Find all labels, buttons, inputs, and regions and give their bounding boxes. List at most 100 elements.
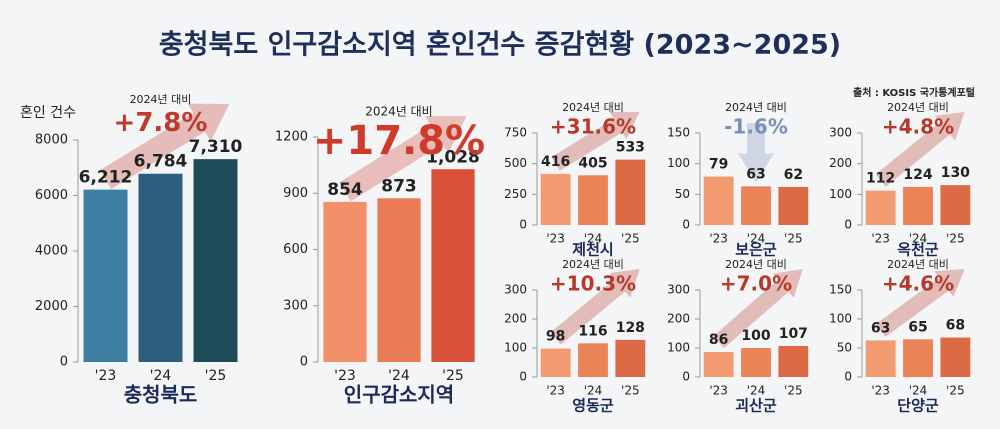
value-label: 86 (709, 332, 728, 348)
bar (431, 169, 475, 362)
value-label: 533 (616, 140, 645, 156)
y-tick-label: 750 (504, 126, 527, 140)
trend-arrow (339, 115, 467, 202)
value-label: 128 (616, 320, 645, 336)
trend-arrow (875, 112, 965, 187)
y-tick-label: 600 (283, 242, 308, 257)
bar (703, 176, 734, 225)
annotation-change: +7.8% (114, 108, 208, 138)
bar (540, 348, 571, 377)
bar (741, 186, 771, 225)
trend-arrow (551, 111, 640, 171)
chart-title: 영동군 (572, 397, 614, 415)
y-tick-label: 8000 (35, 133, 68, 148)
x-tick-label: '23 (709, 384, 728, 398)
annotation-change: +4.6% (882, 272, 954, 296)
y-tick-label: 100 (667, 156, 690, 170)
bar (865, 340, 896, 377)
value-label: 854 (327, 180, 363, 200)
bar (903, 186, 933, 225)
value-label: 98 (546, 329, 565, 345)
y-tick-label: 50 (675, 187, 690, 201)
annotation-note: 2024년 대비 (130, 93, 192, 106)
value-label: 65 (908, 319, 927, 335)
trend-arrow (713, 269, 803, 349)
y-tick-label: 0 (300, 355, 308, 370)
value-label: 7,310 (189, 137, 243, 157)
x-tick-label: '24 (909, 232, 928, 246)
value-label: 416 (541, 154, 570, 170)
bar (741, 348, 771, 377)
annotation-note: 2024년 대비 (887, 258, 949, 271)
y-tick-label: 50 (837, 341, 852, 355)
trend-arrow (99, 103, 230, 190)
trend-arrow (875, 269, 965, 337)
trend-arrow (738, 123, 774, 183)
x-tick-label: '24 (388, 368, 410, 384)
y-axis-label: 혼인 건수 (20, 105, 76, 121)
y-tick-label: 6000 (35, 188, 68, 203)
y-tick-label: 0 (60, 355, 68, 370)
y-tick-label: 100 (504, 341, 527, 355)
bar (377, 198, 421, 362)
value-label: 873 (381, 176, 417, 196)
chart-title: 단양군 (897, 397, 939, 415)
bar (615, 339, 646, 377)
value-label: 116 (578, 323, 607, 339)
x-tick-label: '23 (709, 232, 728, 246)
y-tick-label: 100 (829, 187, 852, 201)
bar (540, 173, 571, 225)
y-tick-label: 100 (829, 312, 852, 326)
chart-title: 옥천군 (897, 241, 939, 259)
annotation-change: +4.8% (882, 115, 954, 139)
x-tick-label: '23 (546, 384, 565, 398)
value-label: 63 (746, 166, 765, 182)
y-tick-label: 0 (682, 218, 690, 232)
x-tick-label: '24 (150, 368, 172, 384)
bar (940, 185, 971, 225)
y-tick-label: 200 (667, 312, 690, 326)
x-tick-label: '24 (584, 384, 603, 398)
value-label: 79 (709, 157, 728, 173)
x-tick-label: '23 (871, 384, 890, 398)
x-tick-label: '25 (442, 368, 464, 384)
value-label: 100 (741, 328, 770, 344)
x-tick-label: '25 (621, 384, 640, 398)
x-tick-label: '25 (205, 368, 227, 384)
chart-title: 인구감소지역 (344, 383, 454, 407)
chart-title: 제천시 (572, 241, 613, 259)
page-title: 충청북도 인구감소지역 혼인건수 증감현황 (2023~2025) (159, 30, 841, 61)
chart-title: 충청북도 (124, 383, 198, 407)
x-tick-label: '23 (95, 368, 117, 384)
x-tick-label: '25 (784, 232, 803, 246)
bar (138, 173, 183, 362)
y-tick-label: 0 (844, 370, 852, 384)
x-tick-label: '24 (909, 384, 928, 398)
y-tick-label: 4000 (35, 244, 68, 259)
y-tick-label: 500 (504, 156, 527, 170)
x-tick-label: '24 (747, 384, 766, 398)
value-label: 112 (866, 171, 895, 187)
annotation-change: +10.3% (550, 272, 636, 296)
annotation-change: +7.0% (720, 272, 792, 296)
bar (703, 352, 734, 377)
x-tick-label: '24 (584, 232, 603, 246)
bar (193, 159, 238, 362)
value-label: 68 (946, 318, 965, 334)
trend-arrow (550, 269, 640, 345)
x-tick-label: '23 (334, 368, 356, 384)
annotation-note: 2024년 대비 (887, 101, 949, 114)
x-tick-label: '25 (946, 384, 965, 398)
y-tick-label: 150 (829, 283, 852, 297)
value-label: 124 (903, 167, 932, 183)
value-label: 130 (941, 165, 970, 181)
y-tick-label: 300 (667, 283, 690, 297)
y-tick-label: 300 (829, 126, 852, 140)
bar (778, 345, 809, 377)
x-tick-label: '25 (621, 232, 640, 246)
y-tick-label: 900 (283, 186, 308, 201)
chart-title: 보은군 (735, 241, 777, 259)
bar (323, 201, 367, 362)
x-tick-label: '24 (747, 232, 766, 246)
